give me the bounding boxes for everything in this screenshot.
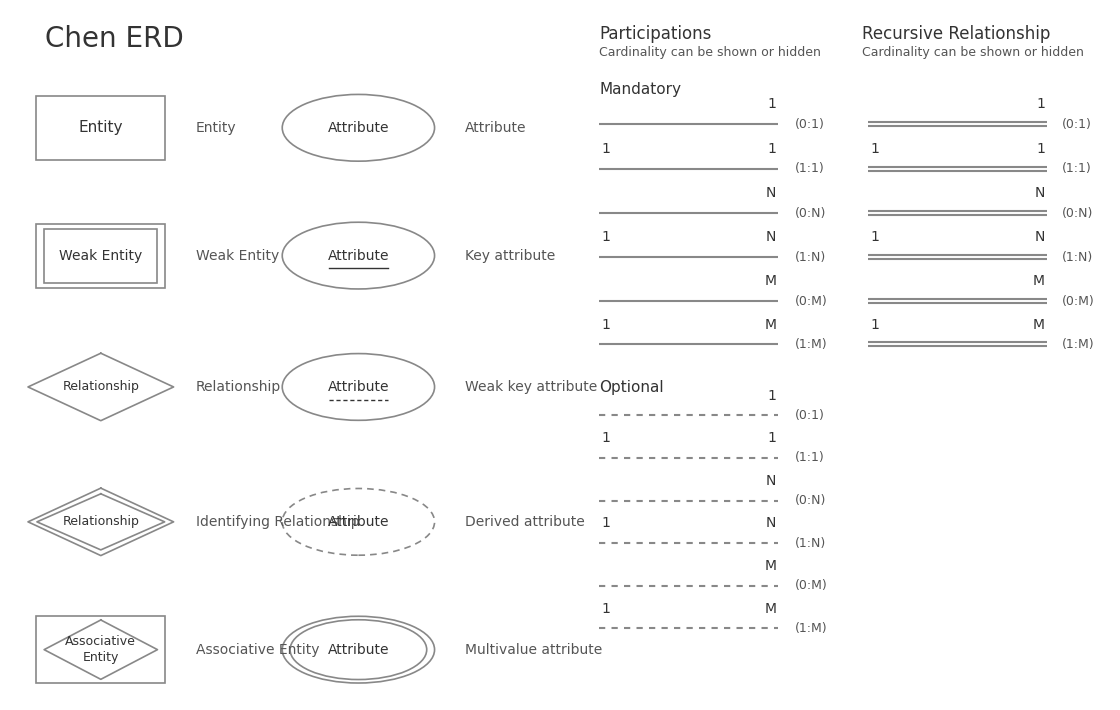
- Text: Entity: Entity: [78, 120, 123, 136]
- Text: Associative Entity: Associative Entity: [196, 643, 319, 657]
- Text: (1:1): (1:1): [795, 163, 825, 175]
- Text: M: M: [764, 317, 776, 332]
- Text: N: N: [766, 474, 776, 488]
- Text: 1: 1: [767, 97, 776, 111]
- Text: M: M: [1033, 317, 1045, 332]
- Text: Relationship: Relationship: [63, 381, 139, 393]
- Text: 1: 1: [1036, 142, 1045, 156]
- Text: Weak Entity: Weak Entity: [196, 248, 279, 263]
- Text: N: N: [1035, 230, 1045, 244]
- Text: Weak Entity: Weak Entity: [59, 248, 142, 263]
- Text: Attribute: Attribute: [328, 515, 389, 529]
- Ellipse shape: [290, 620, 427, 679]
- Text: (1:1): (1:1): [1062, 163, 1092, 175]
- Text: N: N: [766, 516, 776, 530]
- Ellipse shape: [282, 222, 435, 289]
- Text: 1: 1: [767, 142, 776, 156]
- Text: M: M: [1033, 274, 1045, 288]
- Text: Mandatory: Mandatory: [599, 82, 681, 97]
- Text: (0:M): (0:M): [795, 579, 828, 592]
- Text: 1: 1: [767, 431, 776, 445]
- Text: (0:N): (0:N): [795, 207, 827, 219]
- Text: 1: 1: [601, 142, 610, 156]
- Text: M: M: [764, 274, 776, 288]
- Ellipse shape: [282, 354, 435, 420]
- Text: N: N: [766, 186, 776, 200]
- Text: Cardinality can be shown or hidden: Cardinality can be shown or hidden: [599, 46, 821, 59]
- Text: 1: 1: [601, 601, 610, 616]
- Text: Derived attribute: Derived attribute: [465, 515, 585, 529]
- Text: Identifying Relationship: Identifying Relationship: [196, 515, 360, 529]
- Text: (1:N): (1:N): [795, 251, 827, 263]
- Ellipse shape: [282, 488, 435, 555]
- Text: (1:N): (1:N): [1062, 251, 1093, 263]
- Text: 1: 1: [601, 516, 610, 530]
- Text: Attribute: Attribute: [328, 643, 389, 657]
- Text: 1: 1: [601, 230, 610, 244]
- Text: Optional: Optional: [599, 380, 664, 395]
- Text: Entity: Entity: [196, 121, 236, 135]
- Text: 1: 1: [870, 230, 879, 244]
- Text: 1: 1: [870, 317, 879, 332]
- Text: Attribute: Attribute: [328, 248, 389, 263]
- Text: Attribute: Attribute: [465, 121, 526, 135]
- Text: (1:N): (1:N): [795, 537, 827, 550]
- Text: N: N: [1035, 186, 1045, 200]
- Text: Relationship: Relationship: [63, 515, 139, 528]
- Text: Associative
Entity: Associative Entity: [65, 635, 137, 664]
- Text: (0:N): (0:N): [795, 494, 827, 507]
- Text: 1: 1: [601, 317, 610, 332]
- Text: Multivalue attribute: Multivalue attribute: [465, 643, 603, 657]
- Text: N: N: [766, 230, 776, 244]
- Text: M: M: [764, 601, 776, 616]
- Bar: [36, 96, 166, 160]
- Text: (0:M): (0:M): [795, 295, 828, 307]
- Text: Key attribute: Key attribute: [465, 248, 556, 263]
- Text: Chen ERD: Chen ERD: [45, 25, 184, 53]
- Bar: [44, 229, 157, 283]
- Bar: [36, 224, 166, 288]
- Text: 1: 1: [767, 388, 776, 403]
- Text: Weak key attribute: Weak key attribute: [465, 380, 597, 394]
- Text: (1:M): (1:M): [795, 622, 828, 635]
- Bar: [36, 616, 166, 683]
- Text: (0:1): (0:1): [1062, 118, 1092, 131]
- Text: 1: 1: [1036, 97, 1045, 111]
- Ellipse shape: [282, 94, 435, 161]
- Text: (0:1): (0:1): [795, 409, 825, 422]
- Text: 1: 1: [601, 431, 610, 445]
- Text: 1: 1: [870, 142, 879, 156]
- Text: (0:N): (0:N): [1062, 207, 1093, 219]
- Text: (1:M): (1:M): [1062, 338, 1094, 351]
- Text: Participations: Participations: [599, 25, 711, 43]
- Text: M: M: [764, 559, 776, 573]
- Text: Relationship: Relationship: [196, 380, 281, 394]
- Text: Recursive Relationship: Recursive Relationship: [862, 25, 1051, 43]
- Text: Attribute: Attribute: [328, 380, 389, 394]
- Text: (1:1): (1:1): [795, 452, 825, 464]
- Text: (0:1): (0:1): [795, 118, 825, 131]
- Text: (0:M): (0:M): [1062, 295, 1094, 307]
- Text: Attribute: Attribute: [328, 121, 389, 135]
- Text: (1:M): (1:M): [795, 338, 828, 351]
- Text: Cardinality can be shown or hidden: Cardinality can be shown or hidden: [862, 46, 1084, 59]
- Ellipse shape: [282, 616, 435, 683]
